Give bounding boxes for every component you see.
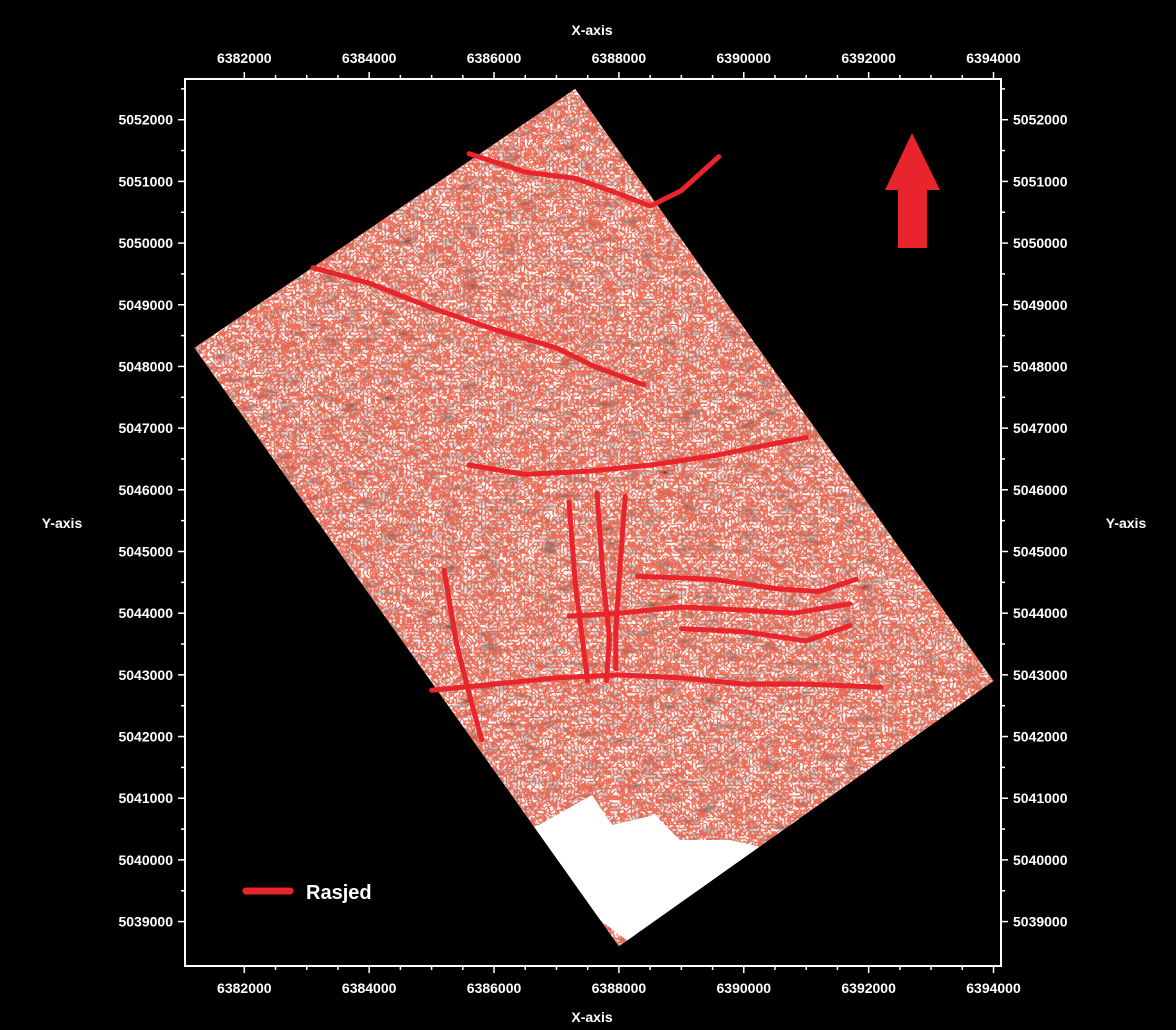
x-axis-title-top: X-axis <box>571 22 612 38</box>
fault-line-3 <box>466 434 809 477</box>
fault-line-10 <box>566 601 853 619</box>
x-axis-title-bottom: X-axis <box>571 1009 612 1025</box>
y-tick-label-right: 5043000 <box>1013 667 1068 683</box>
y-tick-label-left: 5050000 <box>118 235 173 251</box>
x-tick-label-bottom: 6388000 <box>592 980 647 996</box>
x-tick-label-bottom: 6390000 <box>717 980 772 996</box>
y-tick-label-left: 5048000 <box>118 358 173 374</box>
fault-line-7 <box>441 567 485 743</box>
y-tick-label-right: 5042000 <box>1013 729 1068 745</box>
fault-line-8 <box>429 672 884 693</box>
y-axis-title-left: Y-axis <box>42 515 83 531</box>
y-tick-label-left: 5046000 <box>118 482 173 498</box>
y-tick-label-left: 5040000 <box>118 852 173 868</box>
y-tick-label-right: 5050000 <box>1013 235 1068 251</box>
y-tick-label-left: 5052000 <box>118 112 173 128</box>
y-tick-label-right: 5041000 <box>1013 790 1068 806</box>
fault-line-1 <box>466 151 722 209</box>
y-tick-label-left: 5045000 <box>118 543 173 559</box>
y-tick-label-right: 5045000 <box>1013 543 1068 559</box>
y-tick-label-left: 5043000 <box>118 667 173 683</box>
y-tick-label-left: 5049000 <box>118 297 173 313</box>
x-tick-label-top: 6384000 <box>342 50 397 66</box>
axis-ticks: 6382000 6382000 6384000 6384000 6386000 63860… <box>118 50 1067 996</box>
y-tick-label-right: 5049000 <box>1013 297 1068 313</box>
y-axis-title-right: Y-axis <box>1106 515 1147 531</box>
y-tick-label-left: 5039000 <box>118 914 173 930</box>
fault-line-11 <box>678 623 853 644</box>
fault-line-5 <box>594 490 612 684</box>
y-tick-label-right: 5039000 <box>1013 914 1068 930</box>
x-tick-label-top: 6386000 <box>467 50 522 66</box>
y-tick-label-left: 5044000 <box>118 605 173 621</box>
x-tick-label-top: 6382000 <box>217 50 272 66</box>
x-tick-label-top: 6390000 <box>717 50 772 66</box>
x-tick-label-bottom: 6394000 <box>966 980 1021 996</box>
x-tick-label-top: 6392000 <box>841 50 896 66</box>
y-tick-label-left: 5051000 <box>118 173 173 189</box>
y-tick-label-right: 5051000 <box>1013 173 1068 189</box>
y-tick-label-right: 5040000 <box>1013 852 1068 868</box>
y-tick-label-left: 5041000 <box>118 790 173 806</box>
legend: Rasjed <box>242 882 372 904</box>
fault-line-6 <box>613 493 628 672</box>
legend-label: Rasjed <box>306 882 372 904</box>
x-tick-label-top: 6394000 <box>966 50 1021 66</box>
fault-line-4 <box>566 499 591 684</box>
fault-line-2 <box>310 265 647 388</box>
x-tick-label-bottom: 6386000 <box>467 980 522 996</box>
blank-zone <box>520 795 830 947</box>
y-tick-label-right: 5046000 <box>1013 482 1068 498</box>
fault-lines <box>310 151 884 743</box>
y-tick-label-right: 5047000 <box>1013 420 1068 436</box>
y-tick-label-left: 5042000 <box>118 729 173 745</box>
north-arrow-icon <box>885 133 940 248</box>
x-tick-label-bottom: 6392000 <box>841 980 896 996</box>
x-tick-label-bottom: 6384000 <box>342 980 397 996</box>
y-tick-label-right: 5044000 <box>1013 605 1068 621</box>
x-tick-label-top: 6388000 <box>592 50 647 66</box>
y-tick-label-left: 5047000 <box>118 420 173 436</box>
fault-line-9 <box>635 573 859 595</box>
y-tick-label-right: 5048000 <box>1013 358 1068 374</box>
y-tick-label-right: 5052000 <box>1013 112 1068 128</box>
x-tick-label-bottom: 6382000 <box>217 980 272 996</box>
